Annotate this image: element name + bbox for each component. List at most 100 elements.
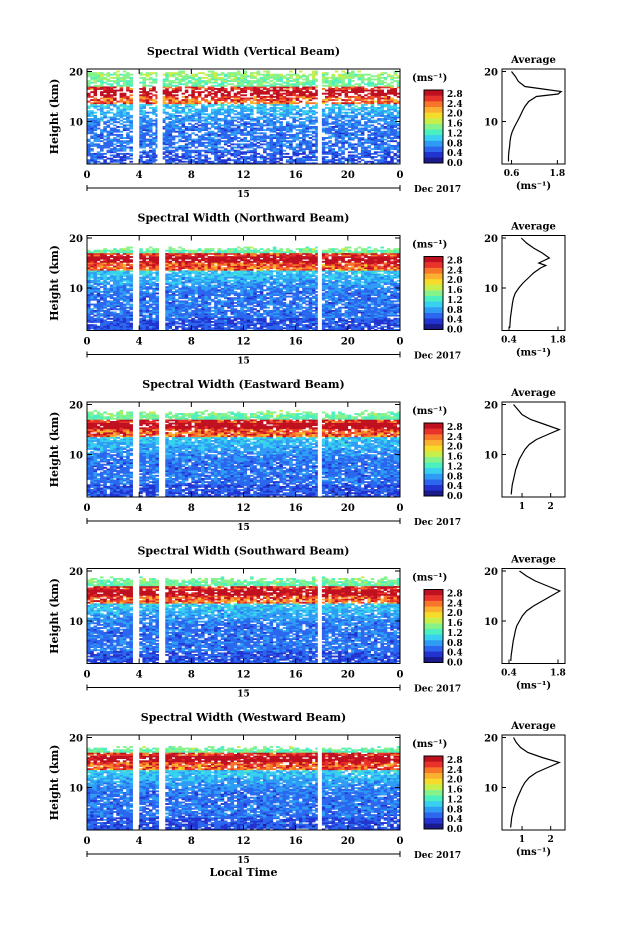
heatmap-cell [119, 157, 124, 160]
heatmap-cell [142, 283, 146, 285]
heatmap-cell [116, 256, 120, 258]
heatmap-cell [311, 95, 316, 98]
heatmap-cell [295, 116, 300, 119]
heatmap-cell [93, 107, 98, 109]
heatmap-cell [250, 157, 254, 160]
heatmap-cell [139, 289, 143, 292]
heatmap-cell [119, 108, 124, 111]
heatmap-cell [396, 116, 401, 119]
heatmap-cell [325, 152, 329, 155]
heatmap-cell [109, 88, 114, 90]
heatmap-cell [145, 254, 150, 257]
heatmap-cell [152, 160, 156, 163]
heatmap-cell [256, 137, 261, 139]
heatmap-cell [386, 154, 391, 157]
heatmap-cell [370, 160, 375, 163]
heatmap-cell [103, 262, 107, 265]
heatmap-cell [321, 137, 326, 139]
heatmap-cell [148, 133, 153, 136]
heatmap-cell [106, 325, 111, 328]
heatmap-cell [269, 86, 274, 89]
heatmap-cell [305, 162, 310, 165]
heatmap-cell [178, 75, 182, 78]
heatmap-cell [354, 83, 358, 86]
heatmap-cell [126, 267, 130, 270]
heatmap-cell [370, 88, 375, 90]
heatmap-cell [354, 88, 358, 90]
heatmap-cell [171, 124, 176, 127]
heatmap-cell [188, 146, 192, 149]
heatmap-cell [383, 159, 388, 162]
heatmap-cell [116, 286, 120, 289]
heatmap-cell [308, 84, 313, 87]
heatmap-cell [116, 148, 120, 151]
heatmap-cell [155, 284, 160, 287]
heatmap-cell [155, 270, 160, 273]
heatmap-cell [129, 108, 133, 111]
heatmap-cell [119, 146, 124, 149]
heatmap-cell [331, 94, 336, 97]
heatmap-cell [344, 83, 349, 86]
heatmap-cell [210, 73, 215, 76]
heatmap-cell [126, 309, 130, 312]
heatmap-cell [250, 119, 254, 122]
heatmap-cell [360, 132, 365, 135]
heatmap-cell [220, 97, 225, 100]
heatmap-cell [236, 149, 241, 152]
heatmap-cell [145, 160, 150, 163]
heatmap-cell [236, 84, 241, 87]
heatmap-cell [250, 135, 254, 138]
heatmap-cell [152, 302, 156, 304]
heatmap-cell [285, 89, 290, 92]
heatmap-cell [148, 278, 153, 281]
heatmap-cell [295, 91, 300, 94]
heatmap-cell [148, 140, 153, 143]
heatmap-cell [139, 107, 143, 109]
heatmap-cell [217, 143, 221, 146]
heatmap-cell [155, 279, 160, 282]
heatmap-cell [373, 140, 378, 143]
heatmap-cell [197, 78, 202, 81]
heatmap-cell [165, 105, 169, 108]
heatmap-cell [116, 292, 120, 295]
heatmap-cell [165, 328, 169, 331]
heatmap-cell [259, 103, 264, 106]
heatmap-cell [90, 73, 94, 76]
heatmap-cell [142, 259, 146, 262]
heatmap-cell [113, 248, 117, 251]
heatmap-cell [87, 129, 91, 132]
heatmap-cell [351, 116, 355, 119]
heatmap-cell [325, 118, 329, 120]
heatmap-cell [116, 325, 120, 328]
heatmap-cell [357, 157, 362, 160]
heatmap-cell [377, 132, 381, 135]
heatmap-cell [233, 129, 238, 132]
heatmap-cell [351, 159, 355, 162]
heatmap-cell [119, 88, 124, 90]
heatmap-cell [87, 321, 91, 323]
heatmap-cell [272, 116, 277, 119]
heatmap-cell [116, 118, 120, 120]
heatmap-cell [311, 122, 316, 125]
heatmap-cell [259, 105, 264, 108]
heatmap-cell [168, 102, 173, 105]
heatmap-cell [386, 130, 391, 133]
heatmap-cell [390, 118, 394, 120]
heatmap-cell [214, 133, 218, 136]
heatmap-cell [253, 143, 257, 146]
heatmap-cell [308, 152, 313, 155]
heatmap-cell [292, 159, 296, 162]
heatmap-cell [165, 148, 169, 151]
heatmap-cell [184, 118, 189, 120]
heatmap-cell [129, 121, 133, 124]
heatmap-cell [292, 86, 296, 89]
heatmap-cell [380, 137, 384, 139]
heatmap-cell [87, 114, 91, 117]
heatmap-cell [285, 92, 290, 95]
heatmap-cell [302, 97, 306, 100]
heatmap-cell [103, 275, 107, 277]
heatmap-cell [292, 124, 296, 127]
heatmap-cell [295, 159, 300, 162]
heatmap-cell [168, 162, 173, 165]
heatmap-cell [188, 151, 192, 154]
